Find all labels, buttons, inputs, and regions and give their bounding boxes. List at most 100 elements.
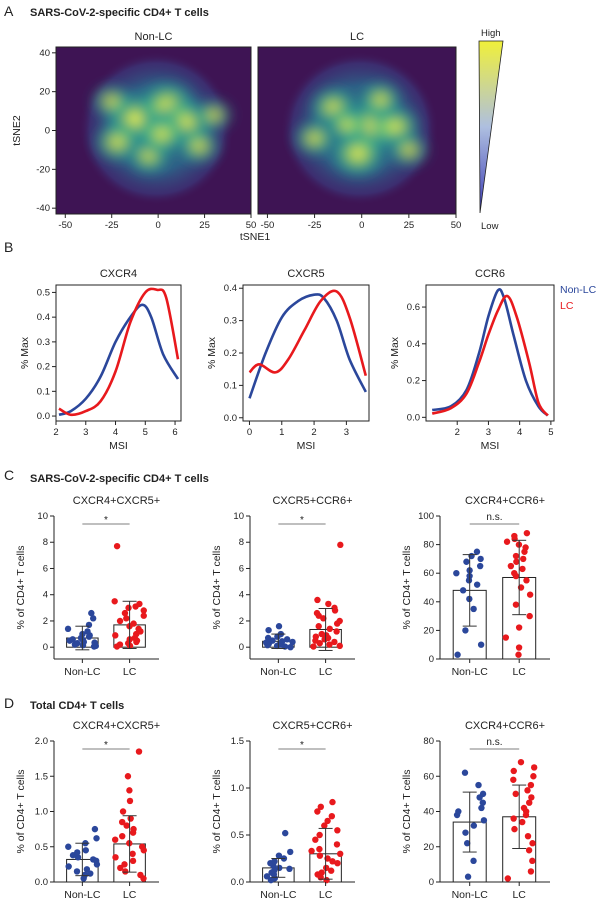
data-point-lc xyxy=(512,552,520,560)
data-point-lc xyxy=(331,604,338,612)
data-point-non-lc xyxy=(82,847,89,854)
x-tick-label: 5 xyxy=(143,427,148,438)
x-axis-label: MSI xyxy=(481,440,500,452)
data-point-non-lc xyxy=(69,636,76,643)
y-tick-label: 0.1 xyxy=(37,386,50,397)
data-point-lc xyxy=(318,630,325,638)
x-tick-label: 50 xyxy=(451,220,462,231)
data-point-lc xyxy=(519,555,527,563)
data-point-lc xyxy=(519,565,526,573)
data-point-non-lc xyxy=(74,854,82,861)
y-tick-label: -20 xyxy=(36,164,50,175)
data-point-lc xyxy=(333,628,340,635)
data-point-lc xyxy=(318,869,325,876)
data-point-lc xyxy=(113,542,121,550)
data-point-lc xyxy=(528,794,535,801)
x-tick-label: 0 xyxy=(155,220,160,231)
x-tick-label: 0 xyxy=(359,220,364,231)
x-tick-label: 2 xyxy=(455,427,460,438)
data-point-lc xyxy=(524,787,531,794)
y-tick-label: 0 xyxy=(429,654,434,665)
data-point-lc xyxy=(334,827,341,834)
data-point-non-lc xyxy=(475,781,482,789)
data-point-lc xyxy=(526,612,533,620)
data-point-lc xyxy=(310,643,317,650)
density-hotspot xyxy=(190,94,237,135)
data-point-lc xyxy=(526,799,533,806)
x-tick-label: 4 xyxy=(517,427,522,438)
data-point-lc xyxy=(526,591,534,598)
data-point-lc xyxy=(331,638,338,646)
y-tick-label: 1.0 xyxy=(35,807,48,818)
data-point-non-lc xyxy=(287,643,294,651)
bar-chart-title: CXCR4+CCR6+ xyxy=(465,495,545,507)
x-tick-label: 6 xyxy=(172,427,177,438)
data-point-non-lc xyxy=(462,829,469,836)
data-point-lc xyxy=(126,797,134,805)
data-point-lc xyxy=(529,857,536,865)
significance-label: * xyxy=(104,740,108,751)
data-point-non-lc xyxy=(480,817,488,824)
data-point-non-lc xyxy=(64,625,72,633)
data-point-lc xyxy=(323,876,330,884)
y-tick-label: 0.0 xyxy=(231,877,244,888)
y-tick-label: 0 xyxy=(43,642,48,653)
data-point-lc xyxy=(111,836,119,843)
data-point-lc xyxy=(530,764,538,771)
data-point-non-lc xyxy=(278,638,286,645)
data-point-lc xyxy=(122,868,129,875)
data-point-lc xyxy=(336,642,343,650)
data-point-lc xyxy=(334,860,341,867)
y-tick-label: 1.5 xyxy=(231,736,244,747)
hist-title: CXCR5 xyxy=(287,268,324,280)
data-point-lc xyxy=(316,852,324,859)
data-point-non-lc xyxy=(283,636,291,643)
category-label: LC xyxy=(512,666,526,678)
x-tick-label: -25 xyxy=(105,220,119,231)
y-tick-label: 100 xyxy=(418,511,434,522)
data-point-non-lc xyxy=(478,804,485,812)
data-point-non-lc xyxy=(65,843,72,850)
data-point-lc xyxy=(136,600,143,608)
x-tick-label: 2 xyxy=(53,427,58,438)
data-point-non-lc xyxy=(286,865,293,873)
y-tick-label: 20 xyxy=(39,87,50,98)
data-point-lc xyxy=(111,598,118,605)
y-tick-label: 2 xyxy=(239,616,244,627)
data-point-lc xyxy=(138,843,146,850)
density-hotspots xyxy=(87,76,237,178)
y-tick-label: 40 xyxy=(39,48,50,59)
category-label: LC xyxy=(123,889,137,900)
y-tick-label: 10 xyxy=(37,511,48,522)
data-point-non-lc xyxy=(263,873,271,880)
y-tick-label: 0.0 xyxy=(407,412,420,423)
data-point-lc xyxy=(527,781,535,789)
data-point-lc xyxy=(316,845,323,853)
data-point-lc xyxy=(522,544,529,551)
data-point-non-lc xyxy=(476,562,484,570)
data-point-lc xyxy=(510,767,517,775)
y-axis-label: % Max xyxy=(389,336,401,369)
y-tick-label: 60 xyxy=(423,568,434,579)
y-tick-label: 0.4 xyxy=(407,339,420,350)
data-point-lc xyxy=(135,748,143,755)
y-tick-label: 20 xyxy=(423,625,434,636)
category-label: LC xyxy=(512,889,526,900)
data-point-lc xyxy=(520,804,528,812)
category-label: Non-LC xyxy=(452,889,489,900)
data-point-lc xyxy=(517,758,525,766)
hist-title: CCR6 xyxy=(475,268,505,280)
colorbar-high-label: High xyxy=(481,28,501,39)
y-tick-label: 80 xyxy=(423,540,434,551)
bar-chart-title: CXCR5+CCR6+ xyxy=(272,495,352,507)
data-point-lc xyxy=(140,607,147,614)
data-point-lc xyxy=(118,818,126,826)
data-point-non-lc xyxy=(84,628,91,635)
x-tick-label: 25 xyxy=(404,220,415,231)
data-point-lc xyxy=(316,831,323,839)
y-tick-label: 6 xyxy=(239,563,244,574)
x-axis-label: MSI xyxy=(109,440,128,452)
data-point-lc xyxy=(124,773,132,780)
y-axis-label: % Max xyxy=(19,336,31,369)
y-tick-label: 0.0 xyxy=(37,411,50,422)
